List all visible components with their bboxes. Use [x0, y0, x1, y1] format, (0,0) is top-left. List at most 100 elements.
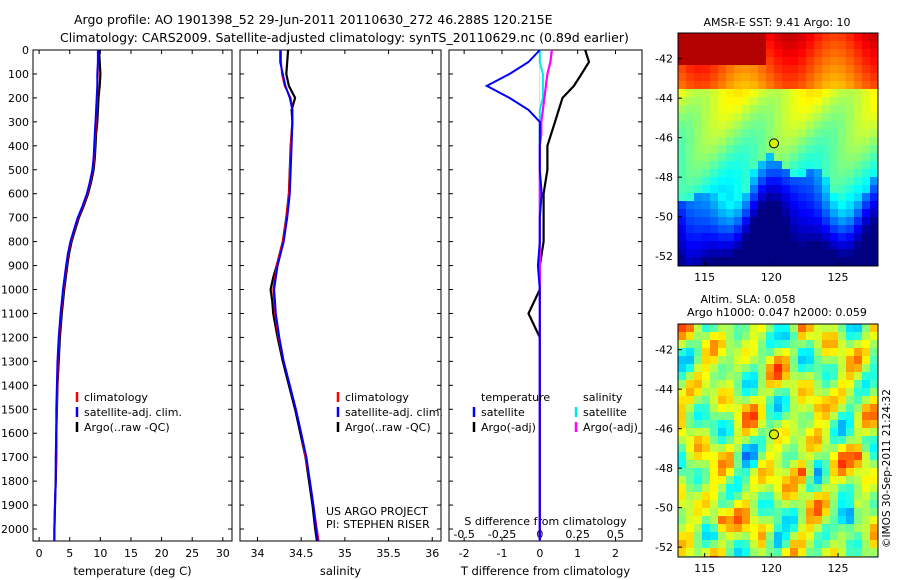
sla_map-cell	[774, 436, 782, 444]
sst_map-cell	[822, 145, 830, 153]
sst_map-cell	[758, 161, 766, 169]
sst_map-cell	[678, 33, 686, 41]
sla_map-cell	[742, 516, 750, 524]
sla_map-cell	[726, 340, 734, 348]
sla_map-cell	[870, 484, 878, 492]
sst_map-xtick-label: 125	[828, 271, 849, 284]
sla_map-cell	[806, 436, 814, 444]
sla_map-cell	[734, 548, 742, 556]
sla_map-cell	[814, 428, 822, 436]
sla_map-cell	[870, 476, 878, 484]
sla_map-cell	[686, 532, 694, 540]
sla_map-cell	[854, 484, 862, 492]
sla_map-cell	[678, 428, 686, 436]
sst_map-cell	[782, 193, 790, 201]
sst_map-cell	[734, 257, 742, 265]
sst_map-cell	[710, 241, 718, 249]
sst_map-cell	[766, 241, 774, 249]
sla_map-cell	[782, 524, 790, 532]
sst_map-cell	[798, 169, 806, 177]
sst_map-cell	[766, 57, 774, 65]
sst_map-cell	[766, 185, 774, 193]
sst_map-cell	[806, 153, 814, 161]
sst_map-cell	[702, 121, 710, 129]
sst_map-cell	[814, 193, 822, 201]
sst_map-cell	[806, 129, 814, 137]
sst_map-cell	[846, 249, 854, 257]
sst_map-cell	[750, 89, 758, 97]
sla_map-cell	[870, 324, 878, 332]
sst_map-cell	[702, 209, 710, 217]
sst_map-cell	[718, 153, 726, 161]
sla_map-cell	[782, 548, 790, 556]
sla_map-cell	[838, 524, 846, 532]
sst_map-cell	[710, 121, 718, 129]
sla_map-cell	[830, 540, 838, 548]
sla_map-cell	[822, 436, 830, 444]
sst_map-cell	[846, 209, 854, 217]
sst_map-cell	[830, 185, 838, 193]
sst_map-cell	[862, 121, 870, 129]
sst_map-cell	[742, 65, 750, 73]
sla_map-cell	[758, 460, 766, 468]
sst_map-cell	[814, 233, 822, 241]
sst_map-cell	[694, 41, 702, 49]
sst_map-cell	[830, 113, 838, 121]
sst_map-cell	[838, 57, 846, 65]
sla_map-cell	[814, 508, 822, 516]
sst_map-cell	[870, 65, 878, 73]
sla_map-cell	[766, 340, 774, 348]
sst_map-cell	[814, 65, 822, 73]
sst_map-cell	[774, 241, 782, 249]
sla_map-cell	[718, 396, 726, 404]
sst_map-cell	[854, 161, 862, 169]
sst_map-cell	[718, 121, 726, 129]
sla_map-cell	[854, 444, 862, 452]
sst_map-cell	[758, 113, 766, 121]
sla_map-cell	[822, 404, 830, 412]
sla_map-cell	[766, 332, 774, 340]
sst_map-cell	[710, 137, 718, 145]
sst_map-cell	[710, 161, 718, 169]
sst_map-cell	[822, 257, 830, 265]
sst_map-cell	[686, 257, 694, 265]
sla_map-cell	[814, 452, 822, 460]
sst_map-cell	[758, 73, 766, 81]
sla_map-cell	[750, 500, 758, 508]
sla_map-cell	[798, 476, 806, 484]
sst_map-cell	[718, 225, 726, 233]
sst_map-cell	[814, 73, 822, 81]
sla_map-cell	[686, 540, 694, 548]
depth-tick-label: 0	[22, 44, 29, 57]
sst_map-cell	[830, 241, 838, 249]
sla_map-cell	[830, 332, 838, 340]
sst_map-cell	[734, 129, 742, 137]
sla_map-cell	[750, 356, 758, 364]
sst_map-cell	[726, 41, 734, 49]
sst_map-cell	[782, 73, 790, 81]
sst_map-cell	[846, 201, 854, 209]
sst_map-cell	[870, 177, 878, 185]
sst_map-cell	[862, 233, 870, 241]
sst_map-cell	[750, 73, 758, 81]
sst_map-cell	[718, 41, 726, 49]
sst_map-cell	[734, 145, 742, 153]
sla_map-cell	[702, 420, 710, 428]
sst_map-cell	[710, 89, 718, 97]
sst_map-cell	[686, 89, 694, 97]
sst_map-cell	[686, 81, 694, 89]
sla_map-cell	[790, 388, 798, 396]
sla_map-cell	[726, 356, 734, 364]
sla_map-cell	[854, 500, 862, 508]
sst_map-ytick-label: -48	[655, 171, 673, 184]
sst_map-cell	[694, 105, 702, 113]
sst_map-cell	[870, 73, 878, 81]
sst_map-cell	[678, 97, 686, 105]
sst_map-cell	[694, 113, 702, 121]
sla_map-cell	[846, 436, 854, 444]
sst_map-cell	[710, 33, 718, 41]
sst_map-cell	[726, 169, 734, 177]
sla_map-cell	[846, 372, 854, 380]
sla_map-cell	[830, 340, 838, 348]
sla_map-cell	[742, 364, 750, 372]
